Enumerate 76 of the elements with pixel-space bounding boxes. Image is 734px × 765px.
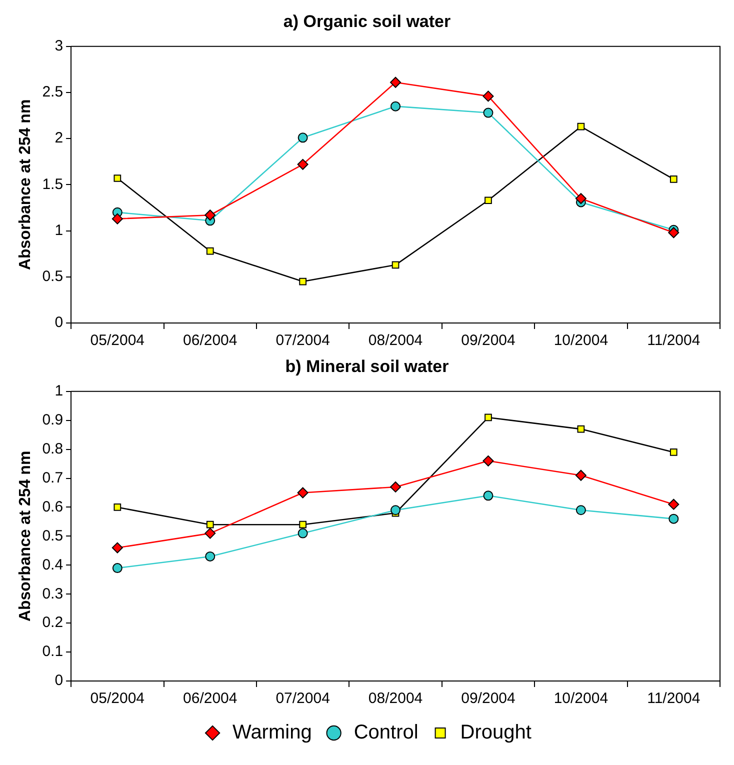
- chart-title: b) Mineral soil water: [285, 356, 450, 376]
- x-tick-label: 09/2004: [461, 690, 516, 708]
- point: [298, 528, 308, 538]
- point: [205, 551, 216, 562]
- y-tick-label: 0.3: [42, 585, 64, 602]
- y-tick-label: 0: [54, 314, 64, 332]
- point: [670, 448, 678, 456]
- y-tick-label: 1: [54, 382, 64, 400]
- point: [482, 90, 494, 102]
- y-tick-label: 1: [54, 222, 64, 239]
- point: [114, 174, 122, 182]
- y-axis-title: Absorbance at 254 nm: [17, 99, 34, 270]
- point: [204, 528, 216, 539]
- y-tick-label: 0.6: [42, 498, 64, 516]
- x-tick-label: 08/2004: [368, 690, 423, 708]
- point: [575, 470, 586, 481]
- point: [575, 193, 586, 204]
- y-tick-label: 0.9: [42, 412, 64, 428]
- x-tick-label: 07/2004: [276, 332, 330, 350]
- x-tick-label: 10/2004: [554, 690, 608, 708]
- point: [390, 481, 402, 492]
- x-tick-label: 05/2004: [90, 332, 145, 350]
- point: [668, 227, 680, 238]
- y-tick-label: 0.1: [42, 643, 64, 660]
- x-tick-label: 11/2004: [647, 332, 700, 350]
- point: [112, 563, 122, 574]
- y-tick-label: 0.2: [42, 614, 64, 632]
- point: [297, 158, 308, 170]
- point: [114, 504, 122, 511]
- point: [204, 210, 216, 221]
- point: [483, 108, 494, 118]
- point: [670, 175, 678, 183]
- legend-label: Control: [354, 722, 418, 744]
- x-tick-label: 11/2004: [647, 690, 700, 708]
- x-tick-label: 06/2004: [182, 332, 238, 350]
- point: [206, 247, 214, 255]
- x-tick-label: 09/2004: [461, 332, 516, 350]
- y-tick-label: 2: [54, 130, 64, 147]
- y-tick-label: 0.4: [42, 556, 64, 574]
- point: [390, 101, 401, 112]
- y-axis-title: Absorbance at 254 nm: [17, 450, 34, 622]
- y-tick-label: 0.5: [42, 268, 64, 286]
- point: [112, 213, 123, 224]
- y-tick-label: 2.5: [42, 84, 64, 101]
- y-tick-label: 0: [54, 672, 64, 690]
- point: [483, 490, 494, 501]
- point: [392, 261, 400, 269]
- point: [668, 498, 680, 510]
- point: [484, 414, 492, 422]
- y-tick-label: 0.5: [42, 527, 64, 544]
- x-tick-label: 07/2004: [276, 690, 330, 708]
- point: [390, 505, 401, 516]
- y-tick-label: 1.5: [42, 176, 64, 193]
- legend-label: Drought: [460, 722, 532, 744]
- x-tick-label: 08/2004: [368, 332, 423, 350]
- point: [112, 542, 123, 554]
- point: [577, 425, 585, 433]
- point: [390, 76, 402, 88]
- point: [297, 487, 308, 498]
- point: [299, 520, 306, 528]
- point: [298, 132, 308, 143]
- point: [484, 196, 492, 204]
- point: [299, 278, 306, 286]
- y-tick-label: 3: [54, 38, 64, 55]
- x-tick-label: 05/2004: [90, 690, 145, 708]
- point: [206, 520, 214, 528]
- x-tick-label: 10/2004: [554, 332, 608, 350]
- legend-label: Warming: [232, 722, 312, 744]
- y-tick-label: 0.8: [42, 440, 64, 458]
- point: [482, 455, 494, 466]
- point: [576, 505, 586, 516]
- chart-title: a) Organic soil water: [283, 12, 451, 31]
- point: [668, 514, 679, 524]
- x-tick-label: 06/2004: [182, 690, 238, 708]
- point: [577, 122, 585, 130]
- y-tick-label: 0.7: [42, 469, 64, 486]
